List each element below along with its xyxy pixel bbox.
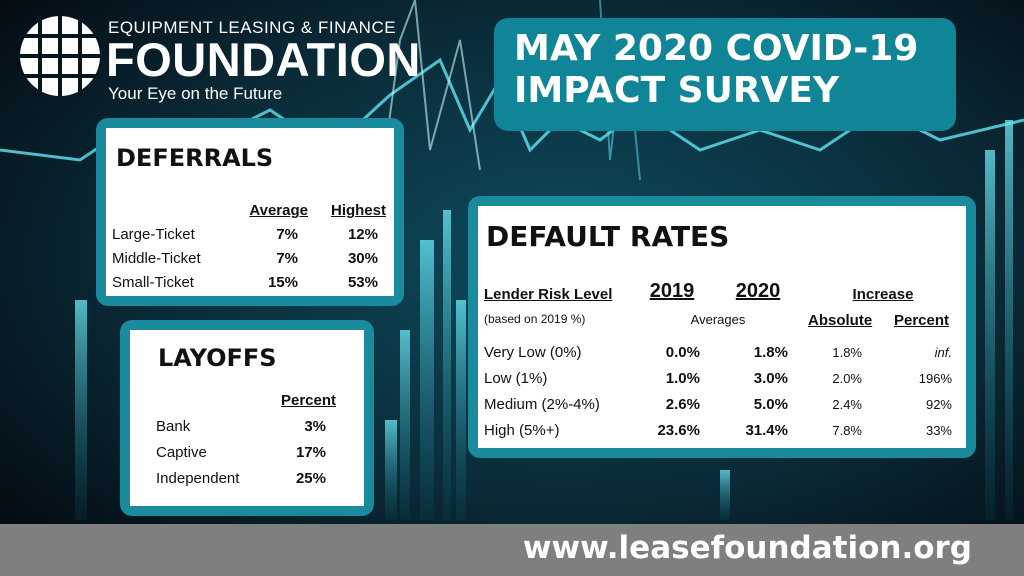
- default-rates-row-absolute: 2.0%: [832, 371, 862, 386]
- default-rates-row-2019: 2.6%: [665, 396, 700, 413]
- deferrals-row-highest: 53%: [347, 274, 378, 291]
- default-rates-row-percent: 92%: [925, 397, 952, 412]
- deferrals-row-highest: 30%: [347, 250, 378, 267]
- deferrals-row-average: 15%: [267, 274, 298, 291]
- default-rates-row-absolute: 7.8%: [832, 423, 862, 438]
- title-line-1: MAY 2020 COVID-19: [514, 28, 919, 69]
- deferrals-row-average: 7%: [276, 250, 298, 267]
- default-rates-col-absolute: Absolute: [808, 312, 873, 329]
- default-rates-row-absolute: 2.4%: [832, 397, 862, 412]
- footer-website-link[interactable]: www.leasefoundation.org: [522, 530, 972, 566]
- default-rates-row-label: Low (1%): [484, 370, 548, 387]
- default-rates-heading: DEFAULT RATES: [486, 220, 730, 253]
- foundation-logo: EQUIPMENT LEASING & FINANCE FOUNDATION Y…: [18, 14, 421, 104]
- survey-title: MAY 2020 COVID-19 IMPACT SURVEY: [494, 18, 956, 131]
- deferrals-row-label: Small-Ticket: [112, 274, 194, 291]
- deferrals-panel: DEFERRALS Average Highest Large-Ticket 7…: [96, 118, 404, 306]
- deferrals-col-average: Average: [249, 202, 308, 219]
- title-line-2: IMPACT SURVEY: [514, 70, 840, 111]
- default-rates-row-label: Medium (2%-4%): [484, 396, 600, 413]
- deferrals-col-highest: Highest: [330, 202, 386, 219]
- default-rates-col-2020: 2020: [735, 280, 781, 302]
- deferrals-row-label: Large-Ticket: [112, 226, 195, 243]
- default-rates-row-2020: 1.8%: [753, 344, 788, 361]
- default-rates-row-percent: 33%: [925, 423, 952, 438]
- globe-grid-icon: [20, 16, 100, 96]
- logo-org-line: EQUIPMENT LEASING & FINANCE: [108, 18, 397, 37]
- layoffs-heading: LAYOFFS: [158, 344, 277, 372]
- default-rates-row-2020: 31.4%: [745, 422, 788, 439]
- layoffs-row-percent: 3%: [304, 418, 326, 435]
- layoffs-panel: LAYOFFS Percent Bank 3% Captive 17% Inde…: [120, 320, 374, 516]
- default-rates-row-2019: 23.6%: [657, 422, 700, 439]
- default-rates-row-label: High (5%+): [484, 422, 560, 439]
- default-rates-increase-label: Increase: [852, 286, 914, 303]
- layoffs-row-percent: 25%: [295, 470, 326, 487]
- deferrals-row-average: 7%: [276, 226, 298, 243]
- layoffs-col-percent: Percent: [280, 392, 336, 409]
- footer-bar: www.leasefoundation.org: [0, 524, 1024, 576]
- default-rates-row-percent: inf.: [934, 345, 952, 360]
- default-rates-panel: DEFAULT RATES Lender Risk Level (based o…: [468, 196, 976, 458]
- layoffs-row-label: Bank: [156, 418, 191, 435]
- deferrals-heading: DEFERRALS: [116, 144, 274, 172]
- default-rates-averages-label: Averages: [690, 312, 746, 327]
- default-rates-row-absolute: 1.8%: [832, 345, 862, 360]
- default-rates-row-2019: 1.0%: [665, 370, 700, 387]
- layoffs-row-percent: 17%: [295, 444, 326, 461]
- default-rates-row-2020: 3.0%: [753, 370, 788, 387]
- default-rates-row-2019: 0.0%: [665, 344, 700, 361]
- default-rates-col-2019: 2019: [649, 280, 695, 302]
- deferrals-row-highest: 12%: [347, 226, 378, 243]
- default-rates-row-2020: 5.0%: [753, 396, 788, 413]
- layoffs-row-label: Independent: [156, 470, 240, 487]
- deferrals-row-label: Middle-Ticket: [112, 250, 201, 267]
- default-rates-col-risk: Lender Risk Level: [484, 286, 613, 303]
- default-rates-row-percent: 196%: [918, 371, 952, 386]
- default-rates-row-label: Very Low (0%): [484, 344, 582, 361]
- default-rates-col-risk-note: (based on 2019 %): [484, 312, 586, 326]
- layoffs-row-label: Captive: [156, 444, 207, 461]
- default-rates-col-percent: Percent: [894, 312, 950, 329]
- logo-tagline: Your Eye on the Future: [108, 84, 283, 103]
- logo-name: FOUNDATION: [106, 33, 421, 86]
